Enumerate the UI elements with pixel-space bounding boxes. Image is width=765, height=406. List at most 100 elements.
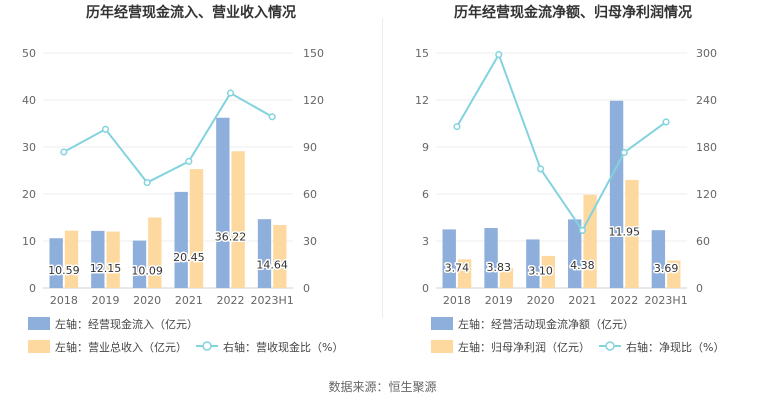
x-axis-tick: 2022 — [610, 294, 638, 307]
ratio-point — [620, 148, 628, 157]
right-axis-tick: 150 — [303, 47, 324, 60]
legend-label: 左轴：经营现金流入（亿元） — [55, 317, 198, 331]
bar-value-label: 14.64 — [256, 259, 288, 272]
chart-title: 历年经营现金流入、营业收入情况 — [86, 4, 296, 21]
right-axis-tick: 60 — [303, 188, 317, 201]
legend-line-marker — [202, 341, 212, 351]
bar-primary — [484, 227, 498, 288]
bar-secondary — [189, 169, 204, 288]
legend-label: 左轴：营业总收入（亿元） — [55, 340, 187, 354]
ratio-point — [453, 123, 461, 131]
bar-secondary — [106, 231, 120, 288]
right-axis-tick: 90 — [303, 141, 317, 154]
bar-primary — [442, 229, 456, 288]
left-axis-tick: 20 — [22, 188, 36, 201]
right-axis-tick: 60 — [696, 235, 710, 248]
left-axis-tick: 6 — [422, 188, 429, 201]
x-axis-tick: 2021 — [568, 294, 596, 307]
ratio-line — [63, 91, 273, 184]
x-axis-tick: 2018 — [50, 294, 78, 307]
bar-primary — [257, 219, 272, 288]
left-axis-tick: 15 — [415, 47, 429, 60]
bar-primary — [568, 219, 582, 288]
left-axis-tick: 3 — [422, 235, 429, 248]
ratio-point — [578, 226, 586, 234]
bar-primary — [651, 230, 666, 288]
bar-secondary — [457, 259, 472, 288]
left-axis-tick: 40 — [22, 94, 36, 107]
left-axis-tick: 0 — [422, 282, 429, 295]
bar-value-label: 10.59 — [48, 264, 80, 277]
x-axis-tick: 2023H1 — [644, 294, 687, 307]
bar-primary — [216, 117, 230, 289]
right-axis-tick: 120 — [696, 188, 717, 201]
left-axis-tick: 10 — [22, 235, 36, 248]
legend-label: 左轴：经营活动现金流净额（亿元） — [458, 317, 634, 331]
left-axis-tick: 30 — [22, 141, 36, 154]
x-axis-tick: 2022 — [217, 294, 245, 307]
left-axis-tick: 12 — [415, 94, 429, 107]
ratio-point — [60, 148, 68, 156]
bar-value-label: 10.09 — [131, 265, 163, 278]
ratio-line — [456, 52, 667, 233]
left-axis-tick: 9 — [422, 141, 429, 154]
x-axis-tick: 2020 — [527, 294, 555, 307]
bar-secondary — [625, 179, 639, 288]
ratio-point — [537, 165, 545, 173]
ratio-point — [143, 179, 151, 187]
legend-label: 右轴：净现比（%） — [626, 340, 724, 354]
chart-title: 历年经营现金流净额、归母净利润情况 — [454, 4, 692, 21]
ratio-point — [268, 113, 276, 121]
legend-line-marker — [605, 341, 615, 351]
right-axis-tick: 30 — [303, 235, 317, 248]
right-axis-tick: 240 — [696, 94, 717, 107]
left-axis-tick: 50 — [22, 47, 36, 60]
x-axis-tick: 2020 — [133, 294, 161, 307]
bar-value-label: 12.15 — [90, 262, 122, 275]
net-cash-profit-chart: 历年经营现金流净额、归母净利润情况 0 3 6 9 12 15 0 60 120 180 240 300… — [415, 4, 724, 354]
bar-primary — [174, 191, 188, 288]
bar-value-label: 3.83 — [487, 261, 512, 274]
x-axis-tick: 2023H1 — [251, 294, 294, 307]
bar-value-label: 36.22 — [215, 230, 247, 243]
right-axis-tick: 120 — [303, 94, 324, 107]
bar-value-label: 3.10 — [528, 264, 553, 277]
legend-swatch — [28, 317, 50, 330]
ratio-point — [185, 157, 193, 165]
bar-value-label: 3.69 — [654, 262, 679, 275]
bar-secondary — [541, 255, 555, 288]
bar-primary — [132, 240, 147, 288]
legend-label: 右轴：营收现金比（%） — [223, 340, 343, 354]
bar-value-label: 3.74 — [445, 262, 470, 275]
bar-secondary — [583, 194, 597, 288]
data-source-note: 数据来源：恒生聚源 — [328, 380, 437, 394]
x-axis-tick: 2018 — [443, 294, 471, 307]
bar-primary — [609, 100, 624, 289]
bar-value-label: 11.95 — [609, 226, 641, 239]
bar-primary — [91, 230, 105, 288]
bar-primary — [49, 238, 63, 288]
bar-secondary — [667, 260, 681, 288]
right-axis-tick: 300 — [696, 47, 717, 60]
bar-secondary — [148, 217, 162, 288]
bar-secondary — [231, 151, 245, 288]
right-axis-tick: 180 — [696, 141, 717, 154]
legend-swatch — [28, 340, 50, 353]
legend-label: 左轴：归母净利润（亿元） — [458, 340, 590, 354]
ratio-point — [101, 125, 110, 133]
x-axis-tick: 2019 — [92, 294, 120, 307]
ratio-point — [226, 89, 235, 97]
bar-secondary — [499, 267, 514, 288]
bar-secondary — [273, 225, 287, 288]
ratio-point — [495, 51, 503, 59]
ratio-point — [662, 118, 670, 126]
cash-inflow-revenue-chart: 历年经营现金流入、营业收入情况 0 10 20 30 40 50 0 30 60 90 120 150 2… — [22, 4, 343, 354]
bar-value-label: 20.45 — [173, 251, 205, 264]
bar-value-label: 4.38 — [570, 259, 595, 272]
right-axis-tick: 0 — [696, 282, 703, 295]
chart-divider — [382, 18, 383, 318]
bar-secondary — [64, 230, 79, 288]
legend-swatch — [431, 317, 453, 330]
x-axis-tick: 2021 — [175, 294, 203, 307]
bar-primary — [526, 239, 540, 288]
